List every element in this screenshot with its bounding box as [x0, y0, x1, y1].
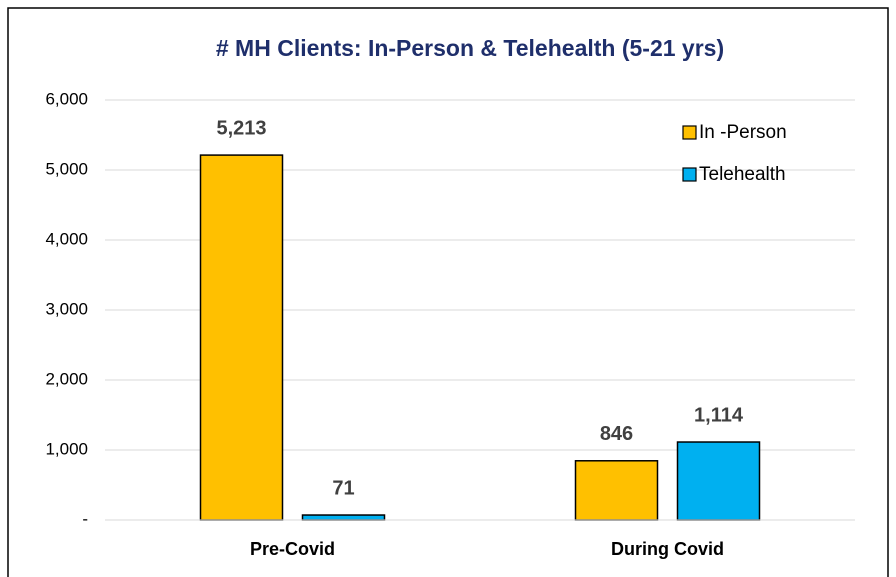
- value-label: 1,114: [694, 404, 744, 426]
- bar: [676, 441, 761, 521]
- legend-label: In -Person: [699, 122, 787, 143]
- legend-label: Telehealth: [699, 164, 786, 185]
- bar: [301, 514, 386, 521]
- bar: [574, 460, 659, 521]
- legend-swatch: [682, 125, 697, 140]
- y-tick-label: 6,000: [45, 89, 88, 108]
- y-tick-label: 3,000: [45, 299, 88, 318]
- y-tick-label: 2,000: [45, 369, 88, 388]
- chart-title: # MH Clients: In-Person & Telehealth (5-…: [216, 35, 724, 61]
- x-tick-label: During Covid: [611, 539, 724, 559]
- value-label: 5,213: [216, 117, 266, 139]
- value-label: 71: [332, 477, 354, 499]
- y-tick-label: 4,000: [45, 229, 88, 248]
- value-label: 846: [600, 423, 633, 445]
- y-tick-label: -: [82, 509, 88, 528]
- bar: [199, 154, 284, 521]
- chart-frame: [7, 7, 889, 577]
- x-tick-label: Pre-Covid: [250, 539, 335, 559]
- legend-swatch: [682, 167, 697, 182]
- y-tick-label: 5,000: [45, 159, 88, 178]
- y-tick-label: 1,000: [45, 439, 88, 458]
